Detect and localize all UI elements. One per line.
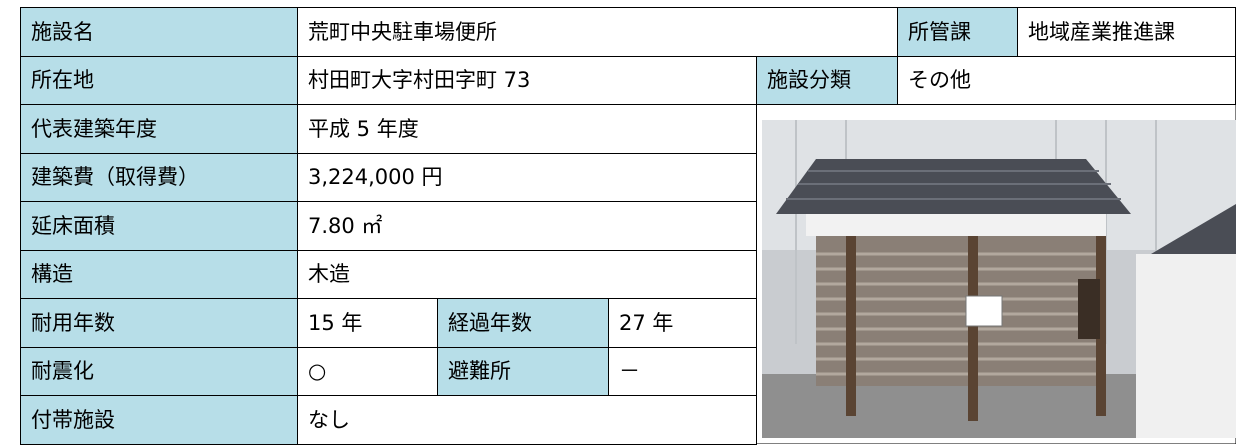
value-cell: 荒町中央駐車場便所 (297, 7, 898, 57)
value-cell: 15 年 (297, 298, 438, 348)
value-cell: ○ (297, 347, 438, 396)
value-cell: なし (297, 395, 757, 445)
value-cell: 地域産業推進課 (1017, 7, 1236, 57)
value-cell: 平成 5 年度 (297, 104, 757, 154)
label-cell: 施設名 (20, 7, 298, 57)
label-cell: 付帯施設 (20, 395, 298, 445)
label-cell: 経過年数 (437, 298, 609, 348)
label-cell: 施設分類 (756, 56, 898, 105)
label-cell: 耐用年数 (20, 298, 298, 348)
label-cell: 建築費（取得費） (20, 153, 298, 202)
label-cell: 延床面積 (20, 201, 298, 251)
value-cell: 3,224,000 円 (297, 153, 757, 202)
value-cell: 27 年 (608, 298, 757, 348)
value-cell: － (608, 347, 757, 396)
label-cell: 所管課 (897, 7, 1018, 57)
label-cell: 代表建築年度 (20, 104, 298, 154)
label-cell: 構造 (20, 250, 298, 299)
label-cell: 耐震化 (20, 347, 298, 396)
label-cell: 避難所 (437, 347, 609, 396)
label-cell: 所在地 (20, 56, 298, 105)
value-cell: 7.80 ㎡ (297, 201, 757, 251)
value-cell: その他 (897, 56, 1236, 105)
value-cell: 木造 (297, 250, 757, 299)
facility-photo (756, 104, 1236, 444)
value-cell: 村田町大字村田字町 73 (297, 56, 757, 105)
